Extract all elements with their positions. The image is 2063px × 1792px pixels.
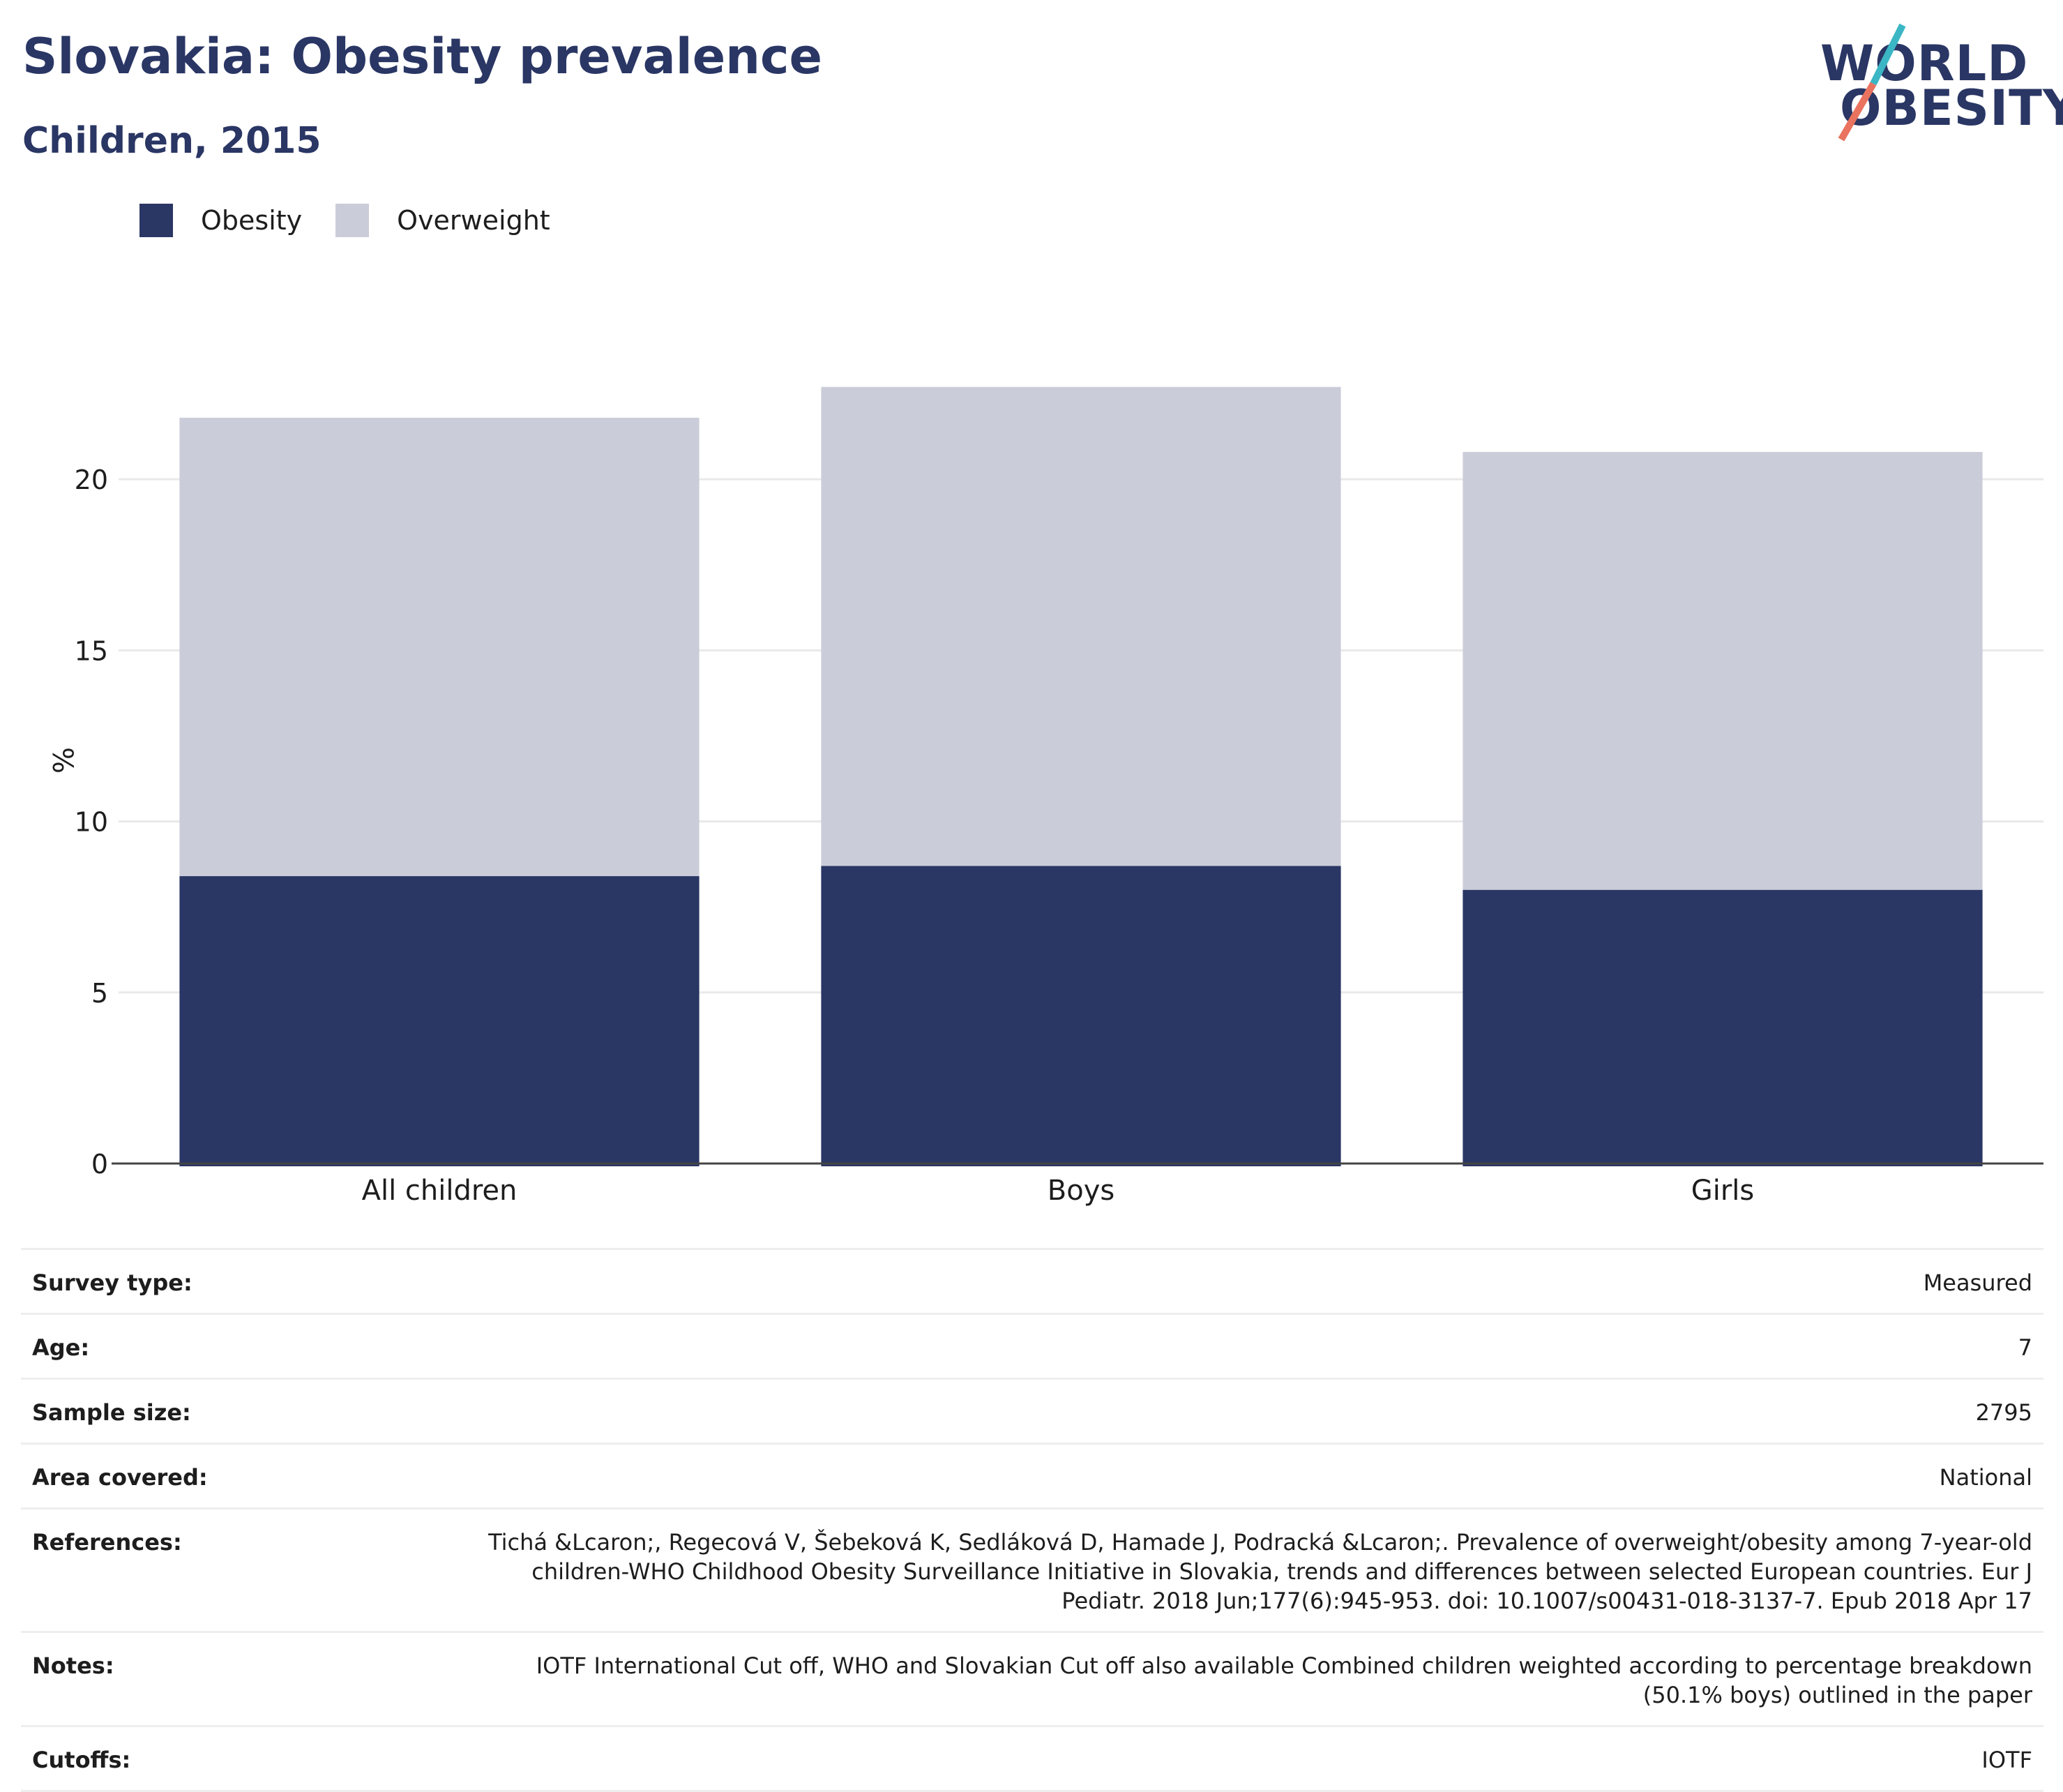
info-label: Notes: — [21, 1631, 462, 1726]
info-row: Sample size: 2795 — [21, 1378, 2043, 1444]
info-value: 2795 — [462, 1378, 2043, 1444]
chart-subtitle: Children, 2015 — [22, 120, 322, 162]
info-label: Area covered: — [21, 1443, 462, 1509]
bar-overweight-girls — [1463, 451, 1983, 890]
info-row: References: Tichá &Lcaron;, Regecová V, Š… — [21, 1507, 2043, 1632]
logo-slash-icon — [1838, 23, 1906, 142]
y-axis-title: % — [46, 747, 78, 774]
info-label: Age: — [21, 1313, 462, 1379]
chart-legend: Obesity Overweight — [139, 204, 584, 237]
x-tick-label: All children — [362, 1175, 517, 1207]
legend-swatch-obesity — [139, 204, 173, 237]
bar-obesity-all-children — [179, 876, 700, 1166]
info-label: Sample size: — [21, 1378, 462, 1444]
info-label: References: — [21, 1507, 462, 1632]
x-tick-label: Boys — [1048, 1175, 1114, 1207]
world-obesity-logo: WORLD OBESITY — [1820, 20, 2063, 149]
info-label: Cutoffs: — [21, 1725, 462, 1792]
legend-swatch-overweight — [335, 204, 370, 237]
y-tick-label: 10 — [75, 807, 108, 838]
y-tick-label: 15 — [75, 635, 108, 666]
info-row: Survey type: Measured — [21, 1248, 2043, 1314]
legend-label-obesity: Obesity — [201, 205, 303, 236]
logo-slash-bottom — [1838, 82, 1877, 142]
bar-overweight-all-children — [179, 417, 700, 877]
logo-line-2: OBESITY — [1840, 80, 2063, 137]
bar-obesity-boys — [821, 866, 1341, 1166]
survey-info-table: Survey type: Measured Age: 7 Sample size: 279… — [21, 1248, 2043, 1792]
info-row: Notes: IOTF International Cut off, WHO an… — [21, 1631, 2043, 1726]
legend-label-overweight: Overweight — [397, 205, 550, 236]
x-tick-label: Girls — [1691, 1175, 1755, 1207]
logo-slash-top — [1870, 23, 1906, 86]
y-tick-label: 5 — [91, 978, 108, 1009]
info-value: IOTF — [462, 1725, 2043, 1792]
bar-overweight-boys — [821, 386, 1341, 866]
bar-chart: 0 5 10 15 20% All children Boys Girls — [46, 386, 2043, 1207]
info-value: 7 — [462, 1313, 2043, 1379]
legend-item-overweight[interactable]: Overweight — [335, 204, 550, 237]
info-value: Measured — [462, 1248, 2043, 1314]
info-label: Survey type: — [21, 1248, 462, 1314]
logo-line-1: WORLD — [1820, 35, 2029, 92]
info-row: Cutoffs: IOTF — [21, 1725, 2043, 1792]
y-tick-label: 20 — [75, 465, 108, 495]
info-value: IOTF International Cut off, WHO and Slov… — [462, 1631, 2043, 1726]
info-value: Tichá &Lcaron;, Regecová V, Šebeková K, … — [462, 1507, 2043, 1632]
chart-title: Slovakia: Obesity prevalence — [22, 28, 822, 85]
legend-item-obesity[interactable]: Obesity — [139, 204, 302, 237]
info-row: Age: 7 — [21, 1313, 2043, 1379]
info-value: National — [462, 1443, 2043, 1509]
bar-obesity-girls — [1463, 889, 1983, 1166]
y-tick-label: 0 — [91, 1149, 108, 1180]
info-row: Area covered: National — [21, 1443, 2043, 1509]
